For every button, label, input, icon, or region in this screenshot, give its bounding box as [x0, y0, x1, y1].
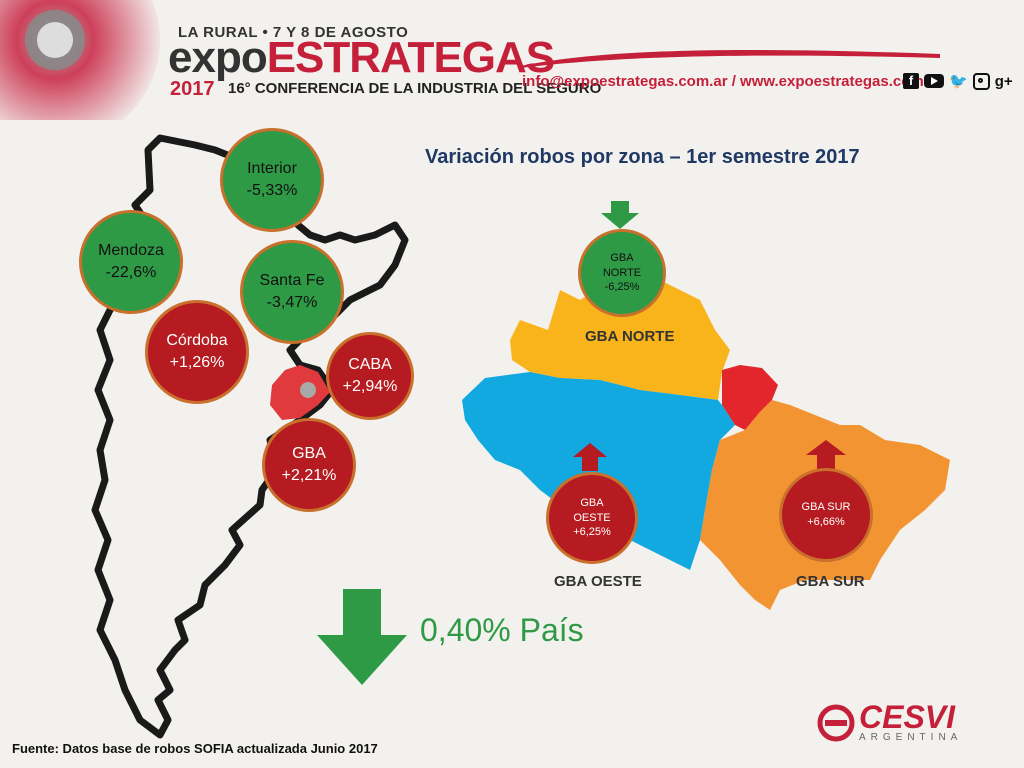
gba-oeste-bubble[interactable]: GBA OESTE +6,25%	[546, 472, 638, 564]
header-stripe	[520, 48, 940, 68]
zone-line2: NORTE	[602, 266, 642, 279]
zone-line2: OESTE	[573, 511, 611, 524]
zone-value: -6,25%	[604, 281, 640, 294]
source-footer: Fuente: Datos base de robos SOFIA actual…	[12, 741, 378, 756]
gba-sur-label: GBA SUR	[796, 573, 865, 590]
cesvi-logo: CESVI ARGENTINA	[817, 699, 963, 744]
zone-name: Córdoba	[166, 332, 228, 350]
zone-line1: GBA	[580, 496, 604, 509]
gba-sur-bubble[interactable]: GBA SUR +6,66%	[779, 468, 873, 562]
brand-subtitle: 16° CONFERENCIA DE LA INDUSTRIA DEL SEGU…	[228, 80, 602, 97]
zone-value: +2,94%	[342, 378, 398, 395]
gba-oeste-region	[462, 372, 735, 570]
zone-name: CABA	[348, 356, 392, 374]
zone-name: GBA	[292, 445, 326, 463]
gba-norte-region	[510, 280, 730, 400]
zone-value: +1,26%	[169, 354, 225, 371]
argentina-outline	[91, 134, 409, 739]
header-decoration	[0, 0, 160, 145]
zone-name: Santa Fe	[259, 272, 325, 290]
cesvi-emblem-icon	[817, 704, 855, 742]
twitter-icon[interactable]: 🐦	[949, 73, 968, 90]
zone-caba-bubble[interactable]: CABA +2,94%	[326, 332, 414, 420]
zone-value: -3,47%	[266, 294, 318, 311]
gplus-icon[interactable]: g+	[994, 72, 1013, 90]
cesvi-name: CESVI	[859, 699, 956, 735]
brand-logo: expoESTRATEGAS	[168, 33, 555, 82]
zone-line1: GBA SUR	[801, 501, 851, 514]
zone-santafe-bubble[interactable]: Santa Fe -3,47%	[240, 240, 344, 344]
zone-value: -5,33%	[246, 182, 298, 199]
zone-cordoba-bubble[interactable]: Córdoba +1,26%	[145, 300, 249, 404]
gba-norte-label: GBA NORTE	[585, 328, 675, 345]
gba-sur-up-arrow-icon	[806, 440, 846, 470]
brand-year: 2017	[170, 78, 215, 100]
caba-region	[722, 365, 778, 430]
gba-oeste-up-arrow-icon	[573, 443, 607, 471]
zone-gba-bubble[interactable]: GBA +2,21%	[262, 418, 356, 512]
zone-interior-bubble[interactable]: Interior -5,33%	[220, 128, 324, 232]
youtube-icon[interactable]	[924, 74, 944, 88]
country-down-arrow-icon	[317, 589, 407, 685]
instagram-icon[interactable]	[972, 72, 990, 90]
gba-norte-bubble[interactable]: GBA NORTE -6,25%	[578, 229, 666, 317]
buenos-aires-region	[270, 365, 330, 420]
contact-info[interactable]: info@expoestrategas.com.ar / www.expoest…	[522, 73, 943, 90]
brand-expo: expo	[168, 33, 268, 82]
event-line: LA RURAL • 7 Y 8 DE AGOSTO	[178, 24, 409, 41]
zone-name: Interior	[247, 160, 297, 178]
gba-oeste-label: GBA OESTE	[554, 573, 642, 590]
zone-line1: GBA	[610, 251, 634, 264]
cesvi-sub: ARGENTINA	[859, 732, 963, 743]
gba-norte-down-arrow-icon	[601, 201, 639, 229]
zone-value: +6,66%	[807, 516, 845, 528]
zone-value: +6,25%	[573, 526, 611, 539]
page-title: Variación robos por zona – 1er semestre …	[425, 146, 860, 168]
country-total: 0,40% País	[420, 612, 584, 648]
zone-name: Mendoza	[98, 242, 164, 260]
zone-value: +2,21%	[281, 467, 337, 484]
circular-pattern-icon	[0, 0, 160, 145]
zone-mendoza-bubble[interactable]: Mendoza -22,6%	[79, 210, 183, 314]
social-icons: f 🐦 g+	[903, 72, 1013, 90]
brand-estrategas: ESTRATEGAS	[266, 33, 555, 82]
zone-value: -22,6%	[105, 264, 157, 281]
caba-marker	[300, 382, 316, 398]
facebook-icon[interactable]: f	[903, 73, 919, 89]
